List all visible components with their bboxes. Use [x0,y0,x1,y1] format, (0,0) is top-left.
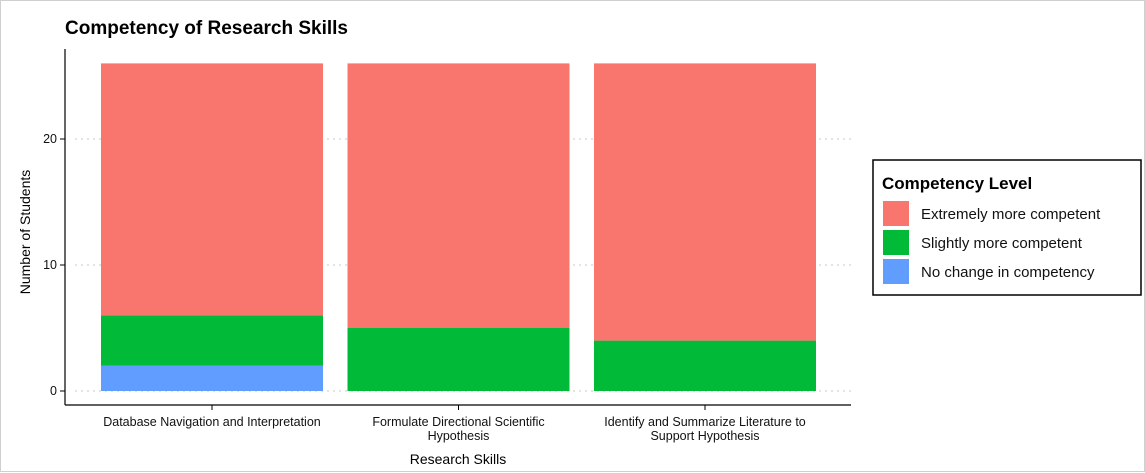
bar-segment [594,340,816,391]
x-tick-label-line: Hypothesis [428,429,490,443]
legend-label: Extremely more competent [921,206,1101,223]
bar-segment [101,315,323,366]
legend-label: No change in competency [921,264,1095,281]
legend-swatch [883,201,909,226]
legend-swatch [883,230,909,255]
legend-swatch [883,259,909,284]
x-tick-label-line: Identify and Summarize Literature to [604,415,806,429]
legend-title: Competency Level [882,174,1032,193]
x-axis-title: Research Skills [410,451,506,467]
x-tick-label: Formulate Directional Scientific Hypothes… [372,415,544,443]
x-tick-label: Database Navigation and Interpretation [103,415,321,429]
y-tick-label: 20 [43,132,57,146]
y-tick-label: 0 [50,384,57,398]
bars [101,63,816,391]
x-tick-label-line: Formulate Directional Scientific [372,415,544,429]
legend-box [872,159,1142,296]
bar-segment [347,328,570,391]
bar-segment [594,63,816,341]
y-tick-label: 10 [43,258,57,272]
bar-segment [101,365,323,391]
x-tick-label-line: Support Hypothesis [650,429,759,443]
x-tick-label: Identify and Summarize Literature to Supp… [604,415,806,443]
legend-label: Slightly more competent [921,235,1083,252]
legend: Competency Level Extremely more competen… [872,159,1142,296]
axes: 0 10 20 Database Navigation and Interpretat… [43,49,851,443]
chart-title: Competency of Research Skills [65,18,348,39]
x-tick-label-line: Database Navigation and Interpretation [103,415,321,429]
bar-segment [101,63,323,316]
bar-segment [347,63,570,329]
y-axis-title: Number of Students [17,170,33,295]
